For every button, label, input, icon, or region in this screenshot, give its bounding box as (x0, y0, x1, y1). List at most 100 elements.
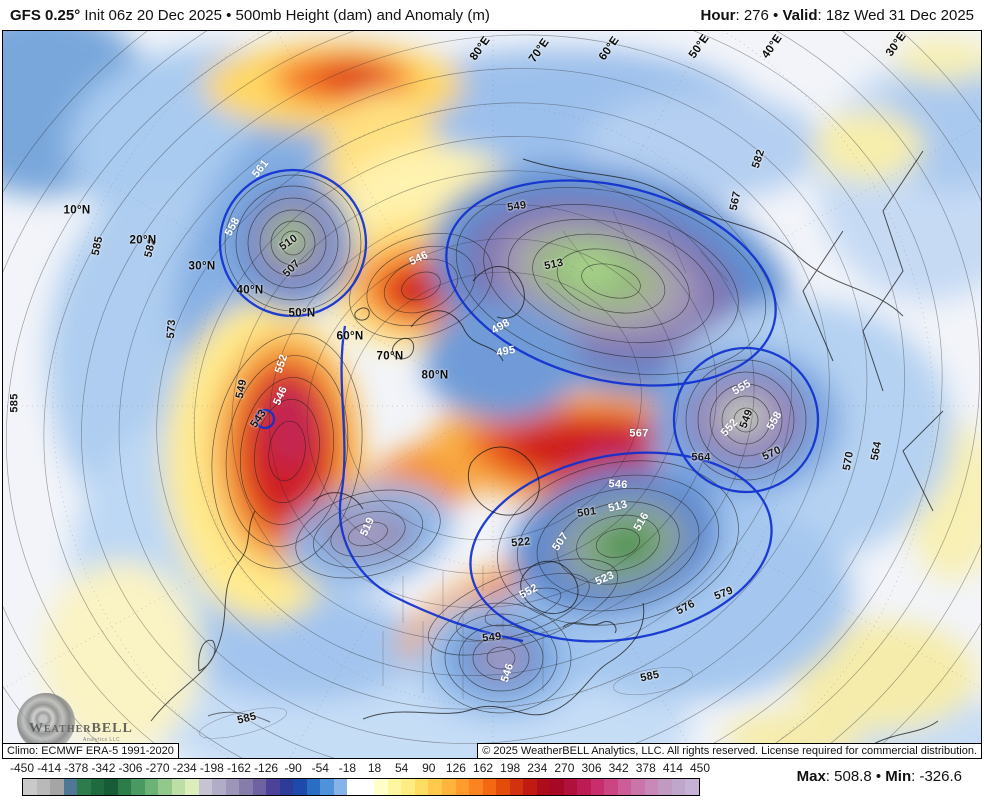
colorbar-cell (617, 779, 632, 795)
contour-label: 513 (543, 256, 565, 273)
contour-label: 507 (280, 257, 303, 280)
colorbar-cell (198, 779, 213, 795)
colorbar-tick-label: -54 (311, 761, 329, 775)
colorbar-tick-label: 18 (367, 761, 382, 775)
longitude-label: 60°E (596, 34, 622, 63)
colorbar-cell (320, 779, 334, 795)
punct: • (768, 7, 783, 24)
colorbar-tick-label: 90 (422, 761, 436, 775)
colorbar-cell (644, 779, 659, 795)
colorbar-cell (144, 779, 159, 795)
colorbar-tick-label: -342 (91, 761, 116, 775)
weatherbell-logo-icon (17, 693, 75, 751)
colorbar-cell (455, 779, 470, 795)
latitude-label: 40°N (236, 284, 264, 297)
colorbar-tick-label: -414 (37, 761, 62, 775)
contour-label: 498 (489, 316, 513, 337)
footer: -450 -414 -378 -342 -306 -270 -234 -198 -162 -126… (0, 759, 984, 808)
contour-label: 567 (727, 190, 744, 212)
colorbar-cell (306, 779, 321, 795)
hour-value: 276 (743, 7, 769, 24)
longitude-label: 80°E (467, 34, 493, 63)
contour-label: 549 (481, 630, 503, 645)
contour-label: 552 (718, 416, 741, 439)
colorbar-cell (158, 779, 172, 795)
colorbar-tick-label: 234 (527, 761, 548, 775)
contour-label: 585 (8, 393, 21, 413)
colorbar-tick-label: -450 (9, 761, 35, 775)
contour-label: 519 (358, 515, 378, 539)
contour-label: 564 (691, 451, 711, 464)
latitude-label: 50°N (288, 307, 316, 320)
contour-label: 561 (249, 157, 272, 180)
contour-label: 576 (674, 597, 698, 618)
colorbar-cell (387, 779, 402, 795)
hour-label: Hour (700, 7, 736, 24)
longitude-label: 70°E (526, 36, 552, 65)
contour-label: 579 (712, 584, 735, 603)
colorbar-cell (563, 779, 578, 795)
contour-label: 495 (495, 343, 517, 360)
contour-label: 567 (629, 427, 649, 440)
colorbar-tick-label: 378 (635, 761, 656, 775)
colorbar-tick-label: -90 (284, 761, 302, 775)
colorbar-cell (293, 779, 307, 795)
contour-label: 543 (248, 407, 270, 431)
colorbar-cell (117, 779, 132, 795)
watermark-name: WeatherBELL (29, 721, 133, 736)
contour-label: 546 (498, 661, 517, 684)
colorbar-cell (239, 779, 253, 795)
colorbar: -450 -414 -378 -342 -306 -270 -234 -198 -162 -126… (10, 759, 710, 808)
colorbar-tick-label: -378 (64, 761, 89, 775)
colorbar-cell (685, 779, 699, 795)
colorbar-tick-label: -126 (254, 761, 279, 775)
contour-label: 552 (517, 581, 541, 602)
contour-label: 585 (639, 668, 661, 685)
anomaly-map: 561 558 585 582 573 585 510 507 549 546 513 567 582 5… (2, 30, 982, 759)
punct: • (871, 768, 886, 785)
contour-label: 549 (506, 199, 528, 214)
colorbar-ticks: -450 -414 -378 -342 -306 -270 -234 -198 -162 -126… (10, 761, 710, 776)
colorbar-cell (360, 779, 375, 795)
header-bar: GFS 0.25° Init 06z 20 Dec 2025 • 500mb H… (0, 0, 984, 30)
colorbar-cell (577, 779, 591, 795)
colorbar-cell (225, 779, 240, 795)
colorbar-cell (671, 779, 686, 795)
min-label: Min (885, 768, 912, 785)
colorbar-cell (658, 779, 672, 795)
punct: : (911, 768, 920, 785)
colorbar-cell (523, 779, 537, 795)
colorbar-cell (266, 779, 280, 795)
colorbar-cells (22, 778, 700, 796)
contour-label: 564 (868, 440, 885, 462)
weatherbell-watermark: WeatherBELL Analytics LLC (17, 693, 147, 755)
valid-value: 18z Wed 31 Dec 2025 (825, 7, 974, 24)
latitude-label: 60°N (336, 330, 364, 343)
colorbar-tick-label: -234 (172, 761, 197, 775)
map-label-layer: 561 558 585 582 573 585 510 507 549 546 513 567 582 5… (3, 31, 981, 758)
colorbar-cell (604, 779, 618, 795)
colorbar-cell (414, 779, 429, 795)
colorbar-cell (36, 779, 51, 795)
contour-label: 507 (550, 530, 572, 554)
contour-label: 552 (272, 352, 291, 375)
colorbar-cell (441, 779, 456, 795)
field-extremes: Max: 508.8 • Min: -326.6 (797, 768, 962, 785)
colorbar-cell (212, 779, 226, 795)
contour-label: 549 (737, 407, 756, 430)
colorbar-tick-label: -162 (226, 761, 251, 775)
colorbar-cell (347, 779, 361, 795)
contour-label: 523 (593, 569, 617, 588)
colorbar-cell (631, 779, 645, 795)
contour-label: 546 (271, 384, 290, 408)
max-label: Max (796, 768, 826, 785)
contour-label: 570 (840, 450, 857, 472)
colorbar-cell (50, 779, 64, 795)
punct: : (825, 768, 835, 785)
latitude-label: 70°N (376, 350, 404, 363)
watermark-sub: Analytics LLC (83, 737, 121, 743)
copyright-note: © 2025 WeatherBELL Analytics, LLC. All r… (477, 743, 981, 758)
contour-label: 513 (607, 498, 629, 515)
colorbar-tick-label: 54 (394, 761, 409, 775)
